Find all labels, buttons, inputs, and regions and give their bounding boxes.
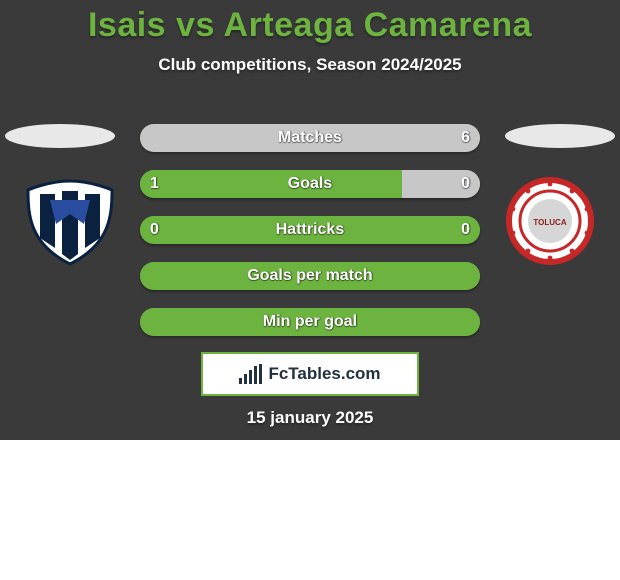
stat-row: Goals per match	[140, 262, 480, 290]
monterrey-crest-icon	[20, 176, 120, 266]
bar-label: Goals per match	[140, 262, 480, 290]
svg-text:TOLUCA: TOLUCA	[533, 218, 566, 227]
toluca-crest-icon: TOLUCA	[500, 176, 600, 266]
left-player-oval	[5, 124, 115, 148]
date-label: 15 january 2025	[0, 408, 620, 428]
logo-bars-icon	[239, 364, 262, 384]
stats-bars: 6Matches 10Goals 00Hattricks Goals per matc…	[140, 124, 480, 354]
logo-text: FcTables.com	[268, 364, 380, 384]
page-title: Isais vs Arteaga Camarena	[0, 0, 620, 45]
bar-label: Hattricks	[140, 216, 480, 244]
bar-label: Matches	[140, 124, 480, 152]
left-team-crest	[20, 176, 120, 266]
comparison-panel: Isais vs Arteaga Camarena Club competiti…	[0, 0, 620, 440]
right-team-crest: TOLUCA	[500, 176, 600, 266]
stat-row: 6Matches	[140, 124, 480, 152]
subtitle: Club competitions, Season 2024/2025	[0, 55, 620, 75]
stat-row: Min per goal	[140, 308, 480, 336]
right-player-oval	[505, 124, 615, 148]
bar-label: Min per goal	[140, 308, 480, 336]
stat-row: 00Hattricks	[140, 216, 480, 244]
stat-row: 10Goals	[140, 170, 480, 198]
bar-label: Goals	[140, 170, 480, 198]
fctables-logo: FcTables.com	[201, 352, 419, 396]
